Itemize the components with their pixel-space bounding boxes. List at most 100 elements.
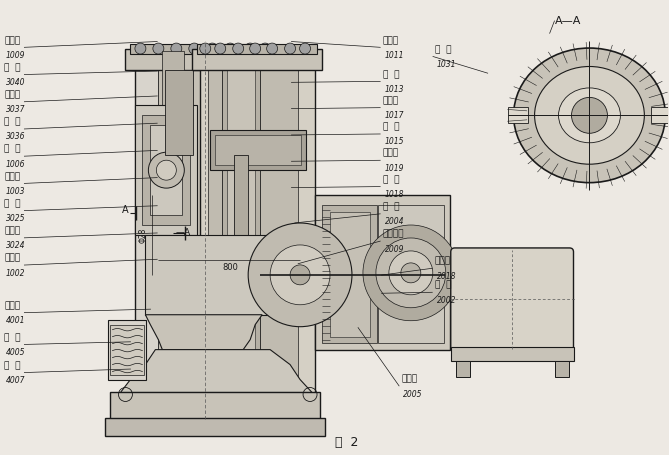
Bar xyxy=(508,107,528,123)
Bar xyxy=(512,46,667,185)
Text: 活  塞: 活 塞 xyxy=(383,70,399,79)
Text: 后导承: 后导承 xyxy=(383,149,399,158)
Bar xyxy=(197,44,317,54)
Text: Φ28: Φ28 xyxy=(138,228,147,243)
Text: 连  杆: 连 杆 xyxy=(383,175,399,184)
Bar xyxy=(222,71,260,399)
Bar xyxy=(163,51,185,399)
Text: 1002: 1002 xyxy=(6,268,25,278)
Circle shape xyxy=(363,225,459,321)
Bar xyxy=(110,393,320,420)
Bar xyxy=(210,130,306,170)
Text: 2009: 2009 xyxy=(385,244,404,253)
Circle shape xyxy=(248,223,352,327)
Text: 砦  座: 砦 座 xyxy=(4,361,21,370)
Bar xyxy=(322,205,377,343)
Bar xyxy=(227,71,255,399)
Text: 前缸盖: 前缸盖 xyxy=(4,36,20,45)
Text: 4007: 4007 xyxy=(6,376,25,385)
Bar xyxy=(652,107,669,123)
Text: 3037: 3037 xyxy=(6,105,25,114)
Circle shape xyxy=(389,251,433,295)
Ellipse shape xyxy=(514,48,665,182)
Text: 800: 800 xyxy=(222,263,238,272)
Text: 齿  轴: 齿 轴 xyxy=(435,281,451,290)
Text: 1013: 1013 xyxy=(385,85,404,94)
Bar xyxy=(135,106,197,235)
Text: 1015: 1015 xyxy=(385,137,404,147)
Text: 下  阀: 下 阀 xyxy=(4,199,21,208)
Text: 轴  套: 轴 套 xyxy=(383,122,399,131)
Circle shape xyxy=(571,97,607,133)
Polygon shape xyxy=(120,349,312,393)
Text: 1011: 1011 xyxy=(385,51,404,60)
Bar xyxy=(106,419,325,436)
Circle shape xyxy=(290,265,310,285)
Text: 3024: 3024 xyxy=(6,241,25,250)
Bar xyxy=(110,325,145,374)
Text: 大齿轮: 大齿轮 xyxy=(435,257,451,266)
Text: 大皮带轮: 大皮带轮 xyxy=(383,229,404,238)
Bar xyxy=(125,49,280,71)
Text: 上砦块: 上砦块 xyxy=(4,253,20,263)
Bar xyxy=(315,195,450,349)
Circle shape xyxy=(401,263,421,283)
Bar xyxy=(142,116,190,225)
Circle shape xyxy=(149,152,185,188)
Circle shape xyxy=(225,43,235,54)
Text: 2018: 2018 xyxy=(437,272,456,281)
Circle shape xyxy=(189,43,200,54)
Bar xyxy=(215,135,301,165)
FancyBboxPatch shape xyxy=(451,248,573,351)
Text: 前导承: 前导承 xyxy=(4,172,20,181)
Circle shape xyxy=(135,43,146,54)
Text: 2005: 2005 xyxy=(403,389,423,399)
Text: A—A: A—A xyxy=(555,15,581,25)
Bar xyxy=(200,51,315,399)
Bar xyxy=(108,320,147,379)
Circle shape xyxy=(153,43,164,54)
Circle shape xyxy=(171,43,182,54)
Text: 上阀套: 上阀套 xyxy=(4,90,20,99)
Bar xyxy=(378,205,444,343)
Text: 后缸盖: 后缸盖 xyxy=(383,36,399,45)
Text: 3036: 3036 xyxy=(6,132,25,142)
Text: 1031: 1031 xyxy=(437,60,456,69)
Bar xyxy=(208,51,298,399)
Bar xyxy=(135,51,270,399)
Text: 维  杆: 维 杆 xyxy=(4,145,21,154)
Circle shape xyxy=(260,43,271,54)
Bar xyxy=(151,125,183,215)
Text: 1017: 1017 xyxy=(385,111,404,120)
Text: 导  板: 导 板 xyxy=(435,45,451,54)
Text: 上  阀: 上 阀 xyxy=(4,63,21,72)
Text: —A: —A xyxy=(175,228,191,237)
Text: 3040: 3040 xyxy=(6,78,25,87)
Circle shape xyxy=(215,43,225,54)
Text: 中  阀: 中 阀 xyxy=(4,117,21,126)
Circle shape xyxy=(233,43,244,54)
Ellipse shape xyxy=(559,88,620,143)
Text: 2004: 2004 xyxy=(385,217,404,226)
Bar xyxy=(555,361,569,377)
Circle shape xyxy=(157,160,177,180)
Bar xyxy=(451,347,573,361)
Text: 1006: 1006 xyxy=(6,160,25,169)
Text: 下砦块: 下砦块 xyxy=(4,301,20,310)
Text: 1019: 1019 xyxy=(385,164,404,173)
Polygon shape xyxy=(145,315,262,349)
Bar xyxy=(234,155,248,305)
Circle shape xyxy=(270,245,330,305)
Text: 1003: 1003 xyxy=(6,187,25,196)
Text: 图  2: 图 2 xyxy=(335,436,359,449)
Text: 大端盖: 大端盖 xyxy=(401,374,417,384)
Text: A: A xyxy=(122,205,128,215)
Text: 活塞销: 活塞销 xyxy=(383,96,399,105)
Text: 4001: 4001 xyxy=(6,316,25,325)
Text: 4005: 4005 xyxy=(6,348,25,357)
Bar xyxy=(192,49,322,71)
Text: 齿  轴: 齿 轴 xyxy=(383,202,399,211)
Circle shape xyxy=(376,238,446,308)
Circle shape xyxy=(245,43,256,54)
Text: 1018: 1018 xyxy=(385,190,404,199)
